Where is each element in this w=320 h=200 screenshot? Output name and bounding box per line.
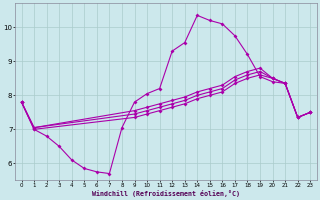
X-axis label: Windchill (Refroidissement éolien,°C): Windchill (Refroidissement éolien,°C) — [92, 190, 240, 197]
